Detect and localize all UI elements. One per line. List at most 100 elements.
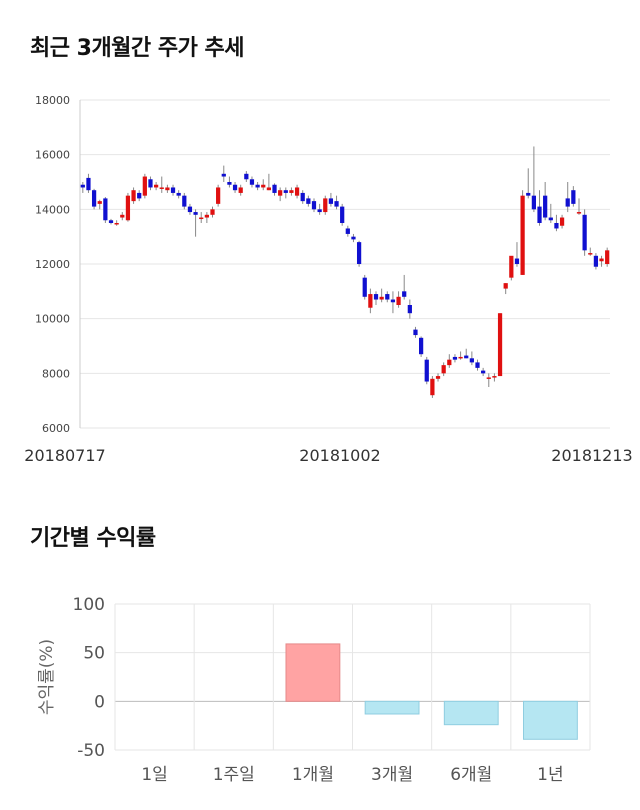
candlestick-chart: 18000 16000 14000 12000 10000 8000 6000 201807… — [24, 94, 632, 465]
candle — [120, 212, 125, 221]
return-bar — [443, 700, 499, 726]
candle — [283, 187, 288, 199]
candle — [571, 186, 576, 207]
candle-body — [86, 177, 91, 191]
candle-body — [605, 250, 610, 264]
candle — [396, 291, 401, 308]
candle — [261, 179, 266, 191]
candle-body — [289, 190, 294, 193]
candle-body — [554, 223, 559, 229]
candle — [289, 187, 294, 196]
candle-body — [430, 378, 435, 396]
candle — [91, 188, 97, 210]
candle — [125, 192, 131, 222]
candle — [159, 176, 164, 193]
candle — [497, 313, 503, 377]
candle — [345, 225, 350, 237]
candle-body — [407, 305, 412, 314]
candle-body — [447, 359, 452, 366]
candle — [142, 173, 147, 199]
candle — [328, 192, 334, 207]
candle — [154, 182, 159, 191]
candle-body — [193, 212, 198, 215]
x-tick-label: 20180717 — [24, 446, 105, 465]
candle-body — [311, 201, 317, 210]
x-tick-label: 3개월 — [371, 765, 413, 785]
returns-y-axis: 100 50 0 -50 — [73, 595, 105, 761]
candle — [402, 274, 407, 300]
candle — [475, 359, 480, 371]
y-tick-label: 16000 — [35, 149, 70, 162]
returns-bar-chart: 100 50 0 -50 1일 1주일 1개월 3개월 6개월 1년 수익률(%) — [37, 595, 591, 785]
price-trend-title: 최근 3개월간 주가 추세 — [30, 36, 244, 61]
candlestick-y-axis: 18000 16000 14000 12000 10000 8000 6000 — [35, 94, 70, 435]
candle-body — [187, 206, 193, 213]
candle-body — [576, 212, 582, 214]
returns-y-axis-label: 수익률(%) — [37, 639, 57, 715]
candle — [385, 291, 390, 303]
candle-body — [317, 209, 322, 213]
candle-body — [441, 365, 446, 374]
x-tick-label: 1일 — [141, 765, 167, 785]
candle-body — [328, 198, 334, 204]
candle — [441, 362, 446, 377]
returns-grid — [114, 603, 591, 751]
candle-body — [91, 190, 97, 207]
candle-body — [481, 370, 486, 374]
candle — [447, 354, 452, 368]
x-tick-label: 1년 — [537, 765, 563, 785]
candle-body — [464, 355, 469, 359]
candle — [526, 168, 531, 199]
y-tick-label: 14000 — [35, 203, 70, 216]
candle — [272, 183, 277, 196]
candle — [340, 203, 345, 226]
candle-body — [255, 184, 260, 188]
candle-body — [261, 184, 266, 188]
candle-body — [306, 198, 311, 204]
candle-body — [548, 217, 553, 221]
candle — [131, 187, 136, 204]
returns-x-axis: 1일 1주일 1개월 3개월 6개월 1년 — [141, 765, 563, 785]
y-tick-label: 8000 — [42, 367, 70, 380]
candle — [559, 214, 565, 229]
candle-body — [249, 179, 255, 185]
candle-body — [300, 192, 305, 202]
candle-body — [373, 294, 379, 300]
x-tick-label: 1개월 — [292, 765, 334, 785]
y-tick-label: 0 — [94, 692, 105, 712]
candle-body — [170, 187, 176, 193]
candle-body — [182, 195, 187, 207]
candle-body — [599, 258, 604, 262]
candle-body — [238, 187, 243, 193]
candle — [514, 242, 520, 267]
candle — [368, 288, 373, 314]
candle — [407, 299, 412, 319]
y-tick-label: -50 — [77, 741, 105, 761]
candle — [588, 247, 593, 256]
candle-body — [244, 173, 249, 180]
y-tick-label: 12000 — [35, 258, 70, 271]
candle-body — [565, 198, 570, 207]
y-tick-label: 18000 — [35, 94, 70, 107]
candle — [170, 184, 176, 196]
candle-body — [452, 356, 458, 360]
candle-body — [199, 217, 204, 220]
candle-body — [559, 217, 565, 226]
candle-body — [323, 198, 328, 213]
candle-body — [402, 291, 407, 297]
candle — [373, 291, 379, 305]
candle-body — [396, 296, 401, 305]
candle — [486, 373, 491, 387]
returns-bars — [285, 643, 578, 740]
return-bar — [523, 700, 578, 740]
candle-body — [531, 195, 536, 210]
candle — [165, 184, 170, 193]
candle — [356, 240, 362, 267]
candle-body — [334, 201, 339, 207]
candle-body — [345, 228, 350, 234]
candlestick-x-axis: 20180717 20181002 20181213 — [24, 446, 632, 465]
candle — [419, 336, 424, 357]
candle — [199, 212, 204, 223]
candle — [97, 199, 102, 210]
candle-body — [272, 184, 277, 193]
